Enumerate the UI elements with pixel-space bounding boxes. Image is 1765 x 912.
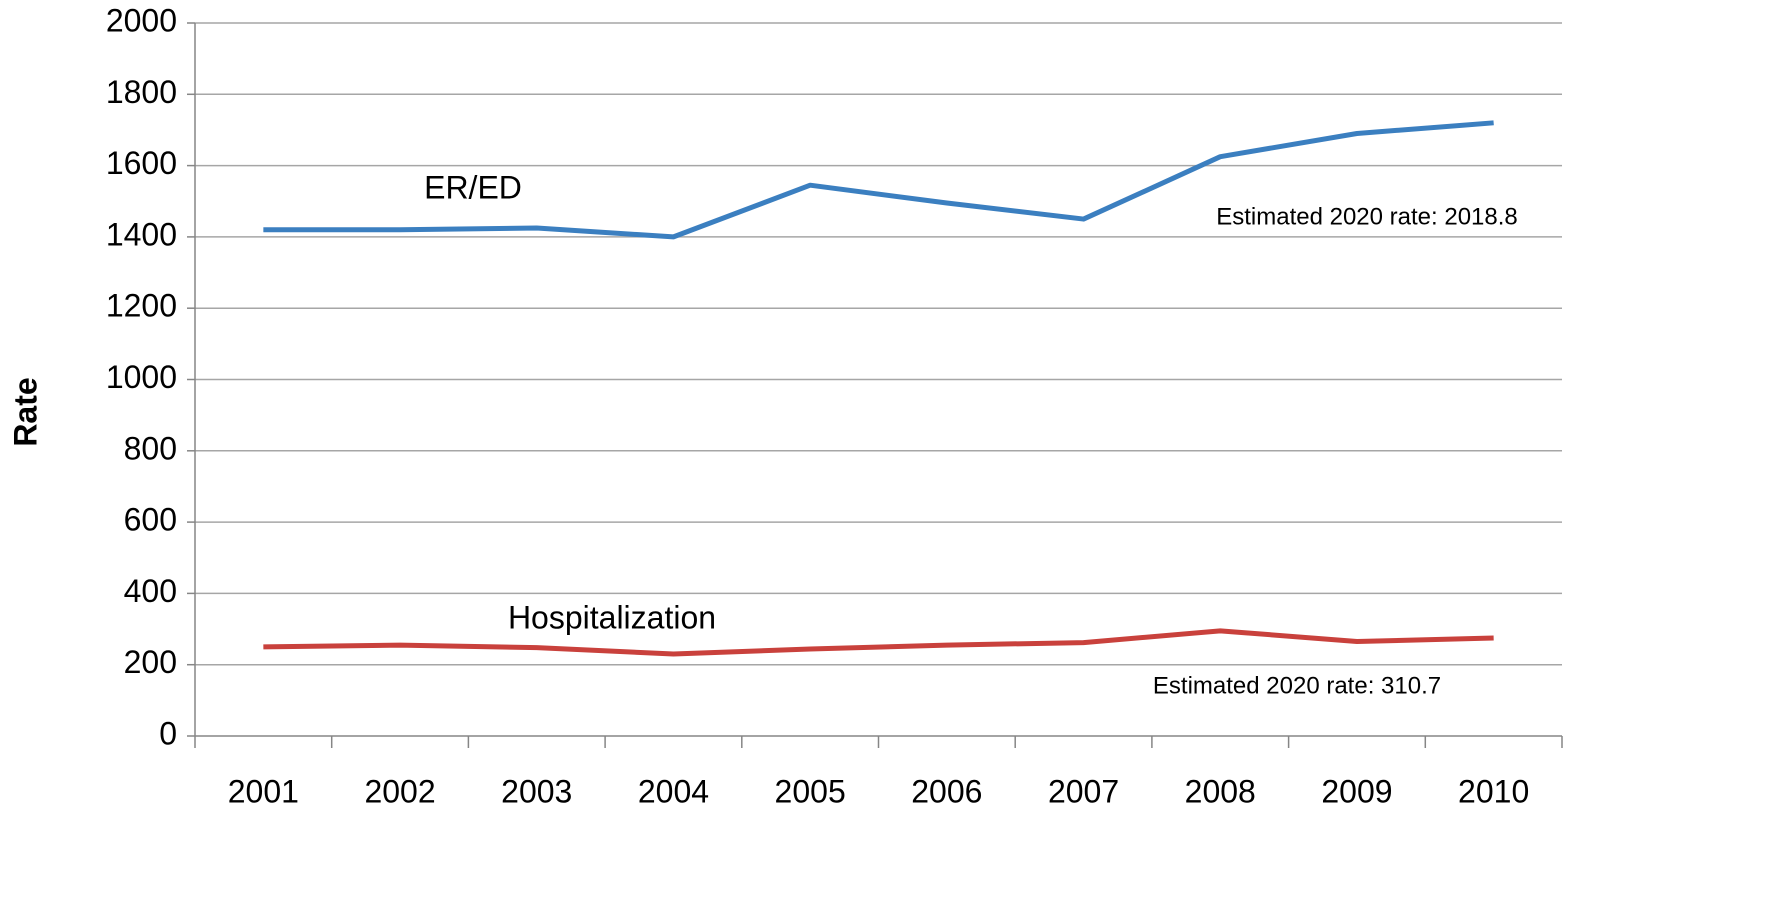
y-axis-label: Rate <box>7 377 43 446</box>
x-tick-label: 2008 <box>1185 773 1256 809</box>
x-tick-label: 2009 <box>1321 773 1392 809</box>
series-label: Hospitalization <box>508 599 716 635</box>
x-tick-label: 2005 <box>775 773 846 809</box>
y-tick-label: 1600 <box>106 145 177 181</box>
x-tick-label: 2003 <box>501 773 572 809</box>
y-tick-label: 1400 <box>106 216 177 252</box>
series-line <box>263 120 1494 240</box>
x-tick-label: 2001 <box>228 773 299 809</box>
x-tick-label: 2002 <box>364 773 435 809</box>
y-tick-label: 2000 <box>106 2 177 38</box>
series-line <box>263 628 1494 657</box>
y-tick-label: 400 <box>124 573 177 609</box>
x-tick-label: 2010 <box>1458 773 1529 809</box>
series-label: ER/ED <box>424 169 522 205</box>
y-tick-label: 1800 <box>106 74 177 110</box>
annotation: Estimated 2020 rate: 310.7 <box>1153 672 1441 699</box>
x-tick-label: 2006 <box>911 773 982 809</box>
annotation: Estimated 2020 rate: 2018.8 <box>1216 203 1518 230</box>
y-tick-label: 1000 <box>106 359 177 395</box>
x-tick-label: 2007 <box>1048 773 1119 809</box>
y-tick-label: 800 <box>124 430 177 466</box>
y-tick-label: 0 <box>159 715 177 751</box>
y-tick-label: 600 <box>124 502 177 538</box>
x-tick-label: 2004 <box>638 773 709 809</box>
y-tick-label: 200 <box>124 644 177 680</box>
y-tick-label: 1200 <box>106 288 177 324</box>
